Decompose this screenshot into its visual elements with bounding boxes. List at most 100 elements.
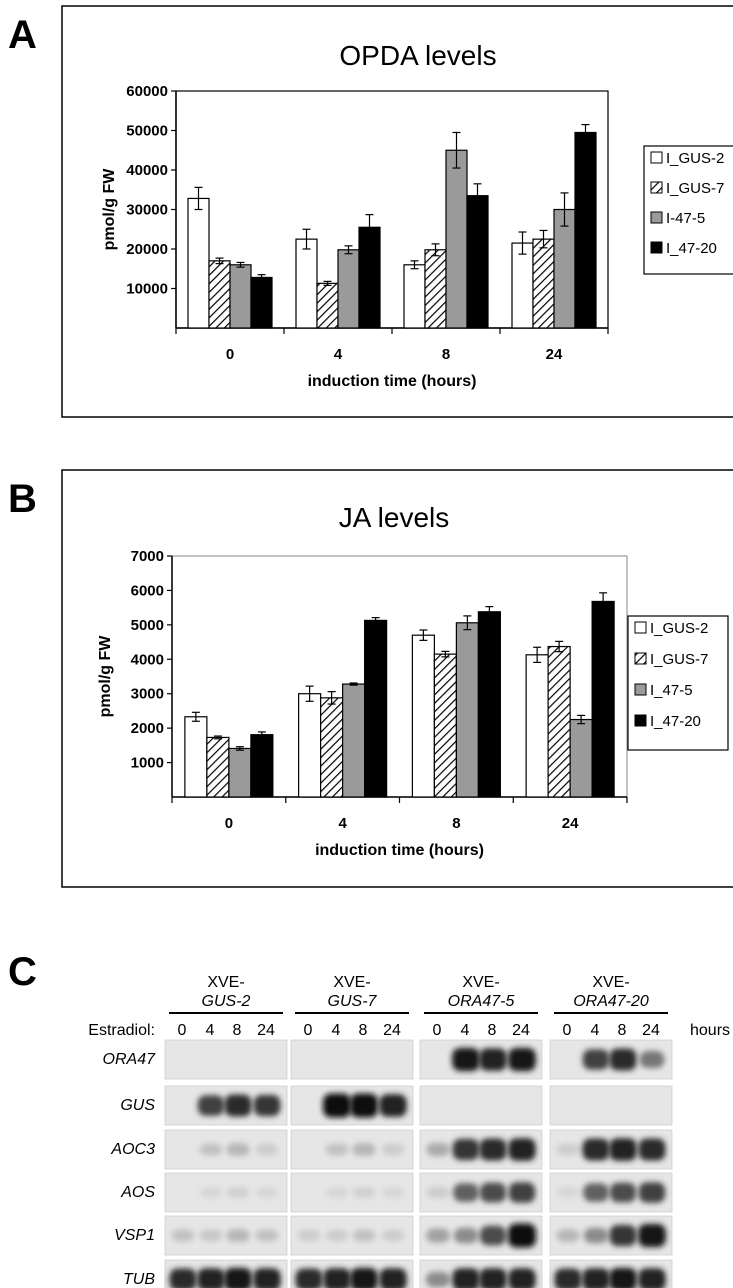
gene-label: TUB: [123, 1271, 155, 1288]
blot-band: [352, 1143, 376, 1156]
bar: [187, 197, 210, 329]
legend-entry: I_GUS-7: [650, 651, 708, 668]
blot-band: [609, 1138, 637, 1161]
panel-b-frame: [61, 469, 733, 888]
gene-label: GUS: [120, 1097, 155, 1114]
y-axis-label: pmol/g FW: [101, 168, 118, 251]
blot-band: [169, 1268, 197, 1288]
blot-band: [638, 1138, 666, 1161]
time-label: 4: [206, 1022, 215, 1039]
blot-band: [556, 1143, 580, 1156]
group-label-line: GUS-2: [202, 993, 251, 1010]
blot-band: [255, 1187, 279, 1198]
blot-band: [226, 1229, 250, 1242]
blot-band: [226, 1143, 250, 1156]
bar: [364, 619, 388, 798]
legend-swatch: [634, 621, 647, 634]
blot-band: [479, 1268, 507, 1288]
y-tick-label: 5000: [131, 617, 164, 634]
blot-band: [582, 1138, 610, 1161]
bar: [229, 264, 252, 329]
blot-band: [381, 1143, 405, 1156]
y-tick-label: 2000: [131, 720, 164, 737]
blot-band: [323, 1268, 351, 1288]
bar: [316, 282, 339, 329]
bar: [532, 238, 555, 329]
blot-band: [325, 1143, 349, 1156]
bar: [184, 716, 208, 798]
bar: [298, 693, 322, 798]
estradiol-label: Estradiol:: [88, 1022, 155, 1039]
blot-band: [426, 1142, 450, 1157]
gene-label: ORA47: [103, 1051, 157, 1068]
blot-band: [508, 1182, 536, 1203]
legend-swatch: [634, 652, 647, 665]
x-axis-label: induction time (hours): [315, 842, 484, 859]
x-axis-label: induction time (hours): [308, 373, 477, 390]
legend-entry: I_GUS-7: [666, 180, 724, 197]
legend-entry: I_GUS-2: [650, 620, 708, 637]
legend-swatch: [650, 151, 663, 164]
bar: [445, 149, 468, 329]
time-label: 8: [233, 1022, 242, 1039]
y-tick-label: 50000: [126, 123, 168, 140]
bar: [511, 242, 534, 329]
bar: [320, 697, 344, 798]
northern-blot: XVE- GUS-2 0 4 8 24 XVE- GUS-7 0 4 8 24 XVE- ORA47-5 0…: [88, 974, 730, 1288]
x-tick-label: 24: [546, 346, 563, 363]
blot-band: [352, 1229, 376, 1242]
blot-band: [452, 1138, 480, 1161]
bar: [525, 654, 549, 798]
legend-entry: I_47-20: [666, 240, 717, 257]
legend-swatch: [650, 181, 663, 194]
blot-band: [508, 1138, 536, 1161]
bar: [403, 264, 426, 329]
group-label: XVE-: [333, 974, 370, 991]
bar: [547, 645, 571, 798]
gene-label: VSP1: [114, 1227, 155, 1244]
bar: [250, 276, 273, 329]
time-label: 8: [359, 1022, 368, 1039]
bar: [466, 195, 489, 329]
panel-letter-c: C: [8, 950, 37, 994]
time-label: 24: [512, 1022, 530, 1039]
blot-strip: [290, 1039, 414, 1080]
y-tick-label: 4000: [131, 651, 164, 668]
time-label: 0: [563, 1022, 572, 1039]
group-label: XVE-: [207, 974, 244, 991]
bar: [433, 653, 457, 798]
chart-title: JA levels: [339, 502, 450, 533]
blot-band: [381, 1187, 405, 1198]
blot-band: [508, 1268, 536, 1288]
chart-title: OPDA levels: [339, 40, 496, 71]
blot-band: [609, 1267, 637, 1288]
y-tick-label: 60000: [126, 83, 168, 100]
time-label: 24: [383, 1022, 401, 1039]
time-label: 24: [257, 1022, 275, 1039]
group-label-line: GUS-7: [328, 993, 378, 1010]
legend-swatch: [650, 241, 663, 254]
time-label: 0: [178, 1022, 187, 1039]
blot-strip: [419, 1085, 543, 1126]
time-label: 0: [304, 1022, 313, 1039]
group-label-line: ORA47-5: [448, 993, 515, 1010]
blot-band: [224, 1094, 252, 1117]
blot-band: [582, 1049, 610, 1070]
blot-strip: [549, 1085, 673, 1126]
blot-band: [426, 1186, 450, 1199]
blot-band: [350, 1093, 378, 1118]
x-tick-label: 4: [334, 346, 343, 363]
legend-swatch: [650, 211, 663, 224]
blot-band: [171, 1229, 195, 1242]
blot-band: [554, 1268, 582, 1288]
blot-band: [350, 1267, 378, 1288]
legend-box: [627, 615, 729, 751]
time-label: 4: [591, 1022, 600, 1039]
blot-band: [609, 1224, 637, 1247]
blot-band: [479, 1048, 507, 1071]
bar: [569, 718, 593, 798]
blot-band: [253, 1094, 281, 1117]
legend-entry: I_47-5: [650, 682, 693, 699]
blot-band: [508, 1223, 536, 1248]
